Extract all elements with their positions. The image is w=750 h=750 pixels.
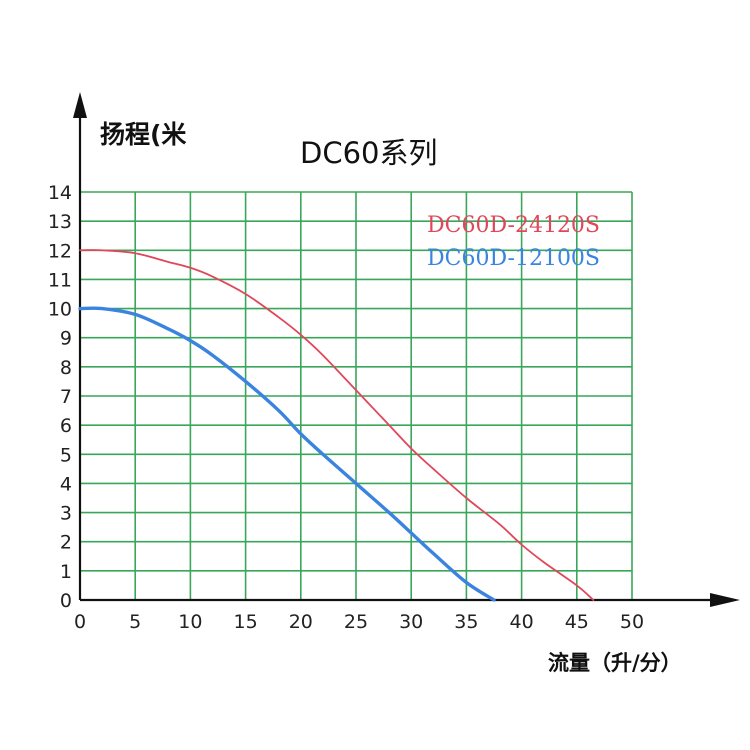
x-tick-label: 40 — [510, 611, 534, 633]
y-tick-label: 2 — [60, 532, 72, 554]
series-line-dc60d-24120s — [79, 249, 595, 601]
legend-entry-dc60d-12100s: DC60D-12100S — [427, 246, 600, 271]
y-tick-label: 5 — [60, 444, 72, 466]
x-tick-label: 30 — [399, 611, 423, 633]
y-tick-label: 10 — [48, 299, 72, 321]
x-tick-label: 10 — [178, 611, 202, 633]
x-tick-label: 50 — [620, 611, 644, 633]
series-line-dc60d-12100s — [78, 306, 496, 602]
legend: DC60D-24120S DC60D-12100S — [427, 213, 600, 271]
y-tick-label: 9 — [60, 328, 72, 350]
x-axis-ticks: 0 5 10 15 20 25 30 35 40 45 50 — [74, 611, 644, 633]
y-tick-label: 12 — [48, 240, 72, 262]
y-tick-label: 14 — [48, 182, 72, 204]
x-tick-label: 20 — [289, 611, 313, 633]
y-axis-arrow-icon — [73, 92, 87, 118]
x-tick-label: 15 — [234, 611, 258, 633]
x-tick-label: 5 — [129, 611, 141, 633]
y-tick-label: 0 — [60, 590, 72, 612]
chart-axes — [73, 92, 740, 607]
x-tick-label: 0 — [74, 611, 86, 633]
y-tick-label: 1 — [60, 561, 72, 583]
y-tick-label: 7 — [60, 386, 72, 408]
x-tick-label: 25 — [344, 611, 368, 633]
chart-series — [78, 249, 595, 602]
chart-title: DC60系列 — [300, 136, 437, 170]
y-tick-label: 6 — [60, 415, 72, 437]
y-axis-label: 扬程(米 — [100, 120, 187, 149]
x-tick-label: 35 — [454, 611, 478, 633]
y-tick-label: 8 — [60, 357, 72, 379]
y-tick-label: 4 — [60, 473, 72, 495]
y-tick-label: 3 — [60, 503, 72, 525]
legend-entry-dc60d-24120s: DC60D-24120S — [427, 213, 600, 238]
y-tick-label: 13 — [48, 211, 72, 233]
x-axis-arrow-icon — [710, 593, 740, 607]
x-axis-label: 流量（升/分） — [548, 651, 682, 675]
y-tick-label: 11 — [48, 269, 72, 291]
x-tick-label: 45 — [565, 611, 589, 633]
